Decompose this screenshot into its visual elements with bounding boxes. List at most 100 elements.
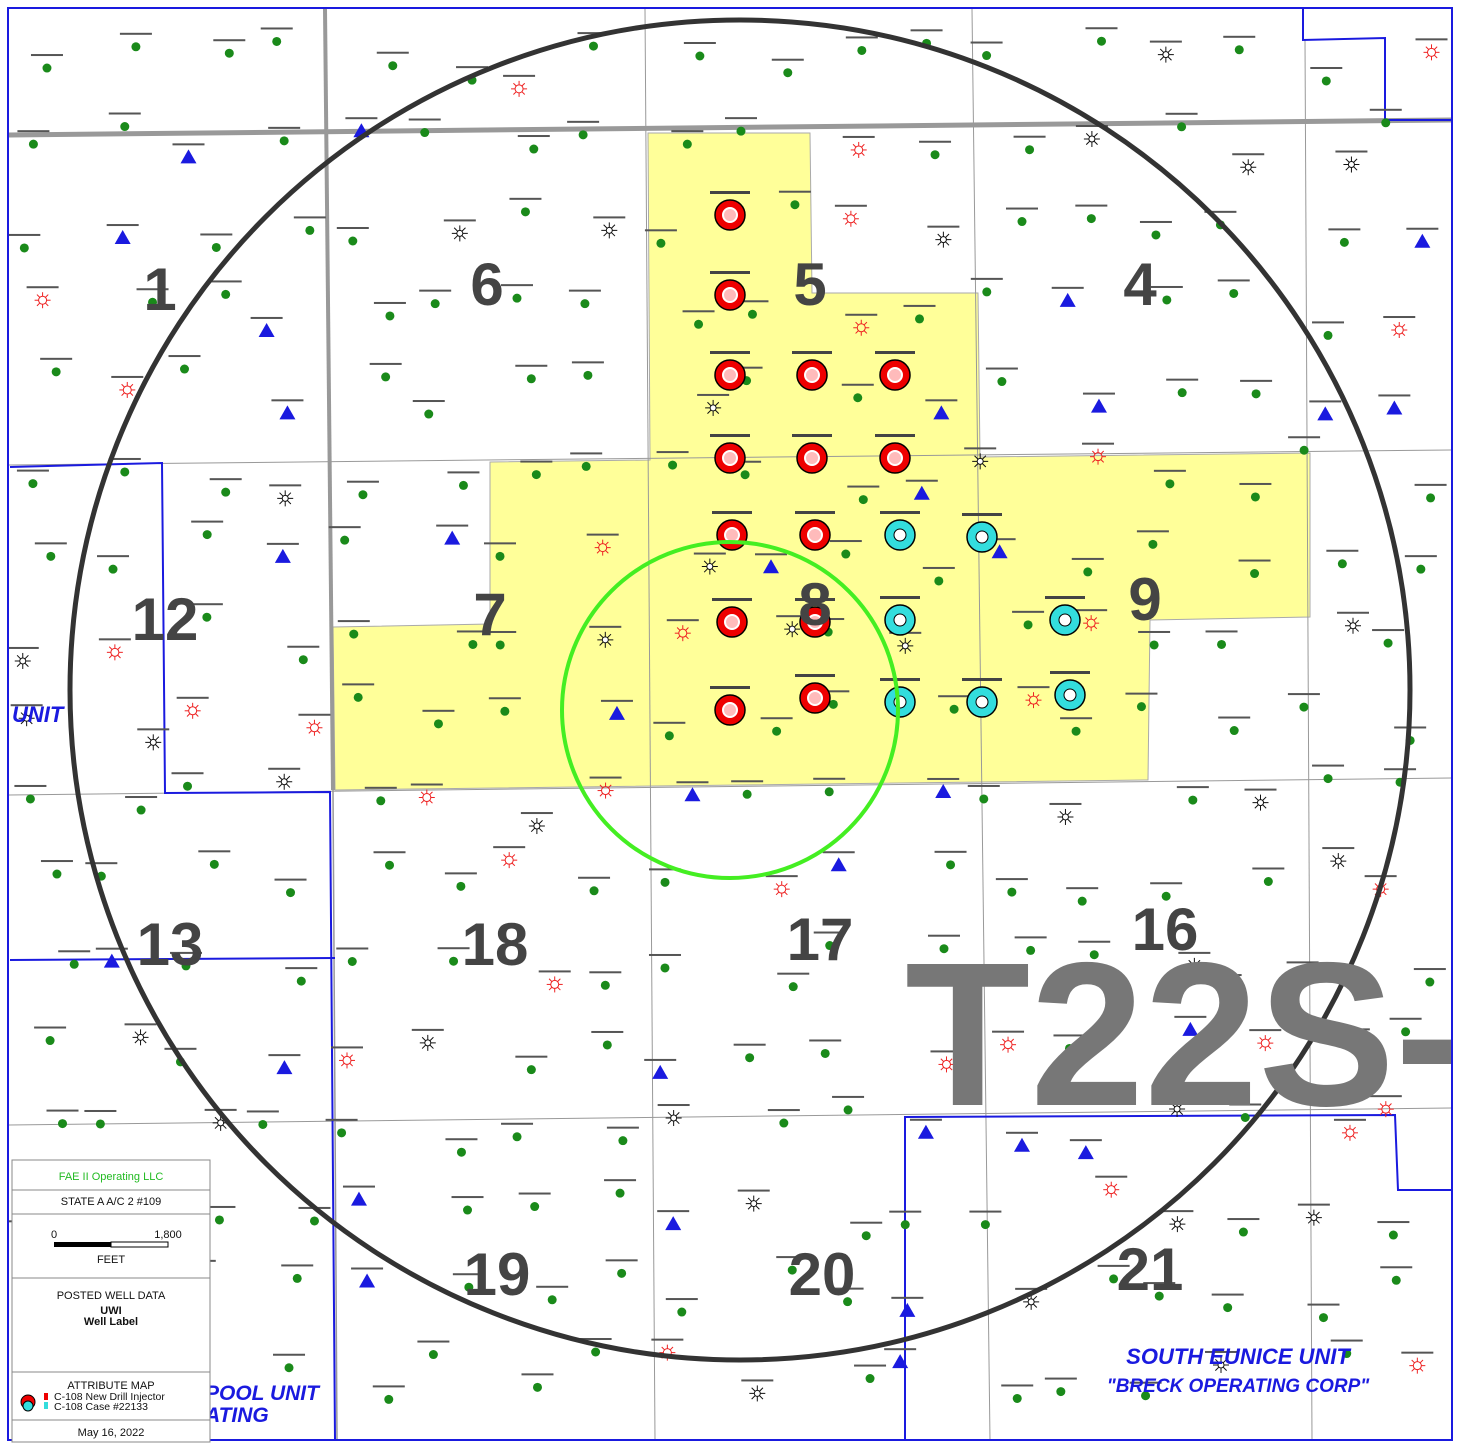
well-symbol bbox=[526, 374, 536, 384]
well-symbol bbox=[1381, 118, 1391, 128]
well-label bbox=[484, 542, 517, 545]
well-label bbox=[841, 383, 874, 386]
well-ray bbox=[1433, 46, 1438, 50]
well bbox=[606, 1126, 639, 1146]
well-symbol bbox=[846, 214, 856, 224]
well-symbol bbox=[458, 480, 468, 490]
well-label bbox=[1178, 951, 1211, 954]
well bbox=[995, 878, 1028, 897]
well bbox=[648, 953, 681, 973]
well bbox=[1238, 559, 1271, 579]
injector-core bbox=[724, 527, 740, 543]
well-label bbox=[962, 513, 1002, 516]
well-ray bbox=[784, 883, 788, 887]
well-label bbox=[880, 511, 920, 514]
well-symbol bbox=[1345, 1034, 1362, 1049]
well-symbol bbox=[550, 979, 560, 989]
well bbox=[697, 393, 730, 416]
well bbox=[34, 1026, 67, 1046]
well bbox=[1005, 207, 1038, 227]
well bbox=[445, 1138, 478, 1157]
well bbox=[200, 233, 233, 252]
well-ray bbox=[685, 627, 689, 631]
well-symbol bbox=[422, 793, 432, 803]
well-symbol bbox=[286, 888, 296, 898]
well-ray bbox=[1393, 324, 1397, 328]
well bbox=[809, 1039, 842, 1058]
well bbox=[351, 1267, 384, 1288]
well-label bbox=[1051, 286, 1084, 289]
well bbox=[1176, 786, 1209, 805]
well-ray bbox=[1010, 1038, 1015, 1043]
well-ray bbox=[1401, 332, 1406, 337]
well-label bbox=[1082, 392, 1115, 395]
well-label bbox=[606, 1126, 639, 1129]
well-label bbox=[328, 526, 361, 529]
well-label bbox=[419, 289, 452, 292]
well bbox=[905, 479, 938, 500]
well-ray bbox=[308, 730, 312, 734]
well-symbol bbox=[854, 145, 864, 155]
well-label bbox=[795, 674, 835, 677]
well bbox=[1328, 228, 1361, 247]
well bbox=[1161, 1210, 1194, 1233]
unit-label: POOL UNIT bbox=[205, 1382, 321, 1405]
well-symbol bbox=[982, 51, 992, 61]
well-symbol bbox=[280, 778, 288, 786]
well-label bbox=[1211, 1293, 1244, 1296]
attribute-title: ATTRIBUTE MAP bbox=[67, 1380, 154, 1392]
well-label bbox=[1288, 436, 1321, 439]
well-label bbox=[518, 1192, 551, 1195]
well-symbol bbox=[464, 1282, 474, 1292]
section-number: 18 bbox=[462, 911, 529, 978]
well-label bbox=[1401, 1351, 1434, 1354]
well-label bbox=[26, 286, 59, 289]
well-symbol bbox=[763, 559, 780, 574]
well-symbol bbox=[1089, 950, 1099, 960]
well bbox=[298, 713, 331, 736]
well-label bbox=[9, 646, 39, 649]
well-ray bbox=[1035, 694, 1040, 698]
well-symbol bbox=[899, 1302, 916, 1317]
well-label bbox=[411, 1028, 444, 1031]
well-ray bbox=[117, 646, 121, 650]
well-label bbox=[376, 51, 409, 54]
well bbox=[1143, 1282, 1176, 1301]
well-ray bbox=[1379, 1103, 1384, 1107]
well-symbol bbox=[1165, 479, 1175, 489]
well-label bbox=[995, 878, 1028, 881]
well bbox=[1014, 936, 1047, 955]
well-ray bbox=[557, 986, 561, 991]
well-label bbox=[1017, 686, 1050, 689]
well-symbol bbox=[1149, 640, 1159, 650]
well bbox=[850, 1221, 883, 1241]
well-symbol bbox=[783, 68, 793, 78]
well-label bbox=[342, 683, 375, 686]
well bbox=[737, 1189, 770, 1212]
well-ray bbox=[1035, 702, 1040, 707]
well-label bbox=[792, 434, 832, 437]
well bbox=[209, 280, 242, 299]
well-symbol bbox=[1025, 145, 1035, 155]
well bbox=[518, 1192, 551, 1212]
well bbox=[456, 630, 489, 649]
well-symbol bbox=[52, 869, 62, 879]
well-label bbox=[1050, 671, 1090, 674]
case-injector bbox=[880, 596, 920, 636]
well-symbol bbox=[843, 1297, 853, 1307]
well-ray bbox=[608, 793, 612, 797]
well-ray bbox=[775, 883, 780, 887]
well-label bbox=[1380, 1266, 1413, 1269]
well-ray bbox=[1010, 1047, 1015, 1051]
well-symbol bbox=[424, 409, 434, 419]
new-injector bbox=[792, 351, 832, 391]
well-label bbox=[345, 117, 378, 120]
well-symbol bbox=[1162, 51, 1170, 59]
well-symbol bbox=[1077, 896, 1087, 906]
well-label bbox=[1071, 557, 1104, 560]
well bbox=[1322, 847, 1355, 870]
well-label bbox=[880, 678, 920, 681]
well-symbol bbox=[292, 1273, 302, 1283]
well-label bbox=[983, 538, 1016, 541]
well-label bbox=[1309, 400, 1342, 403]
